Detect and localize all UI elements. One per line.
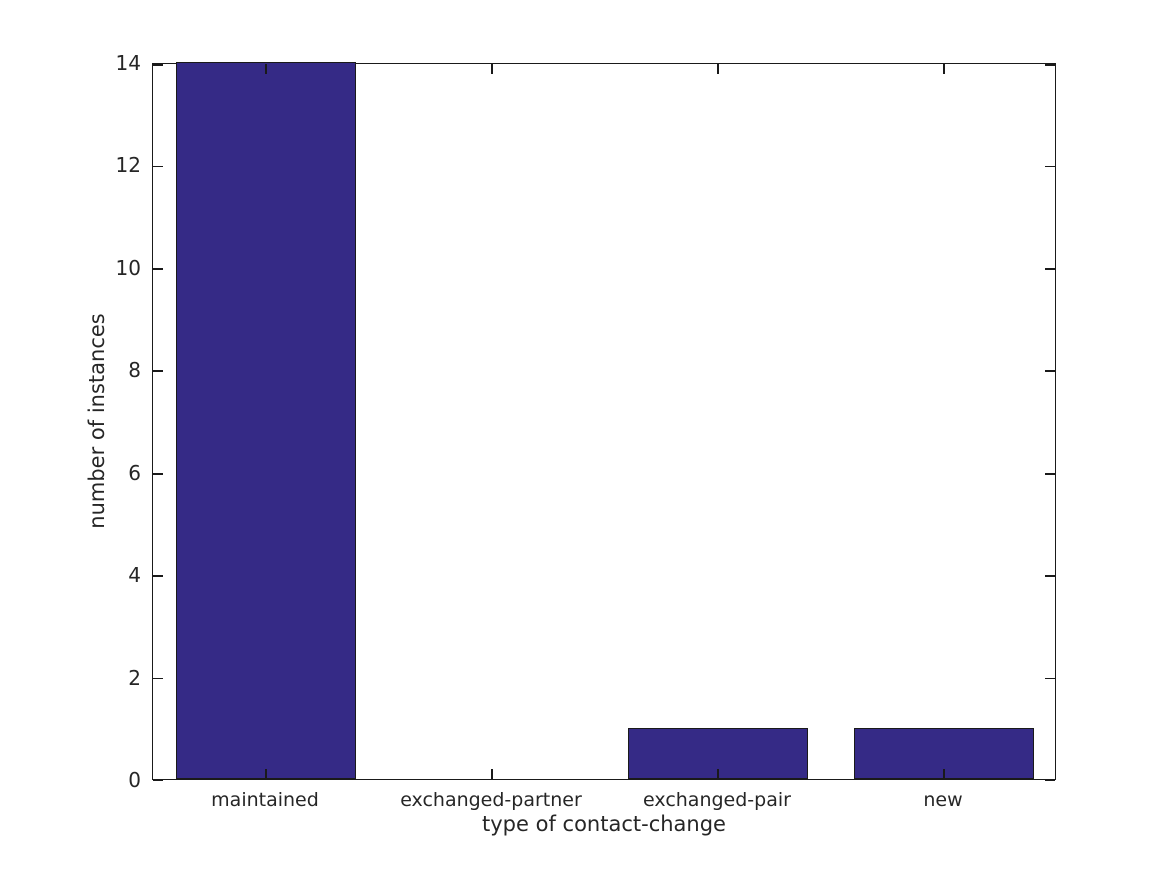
x-tick-mark [943, 769, 945, 779]
y-tick-mark [153, 267, 163, 270]
x-tick-mark [943, 64, 945, 74]
y-tick-mark [153, 472, 163, 475]
y-tick-label: 4 [128, 563, 141, 588]
y-tick-label: 14 [115, 51, 141, 75]
x-tick-mark [717, 64, 719, 74]
x-tick-mark [265, 769, 267, 779]
y-tick-mark [1045, 677, 1055, 680]
y-tick-mark [153, 677, 163, 680]
x-tick-label-maintained: maintained [211, 789, 319, 811]
x-tick-mark [491, 769, 493, 779]
y-tick-mark [1045, 267, 1055, 270]
y-tick-label: 0 [128, 768, 141, 792]
y-tick-mark [1045, 370, 1055, 373]
y-tick-label: 2 [128, 665, 141, 690]
y-tick-mark [1045, 779, 1055, 781]
y-axis-label: number of instances [85, 313, 109, 529]
y-tick-mark [153, 575, 163, 578]
x-tick-label-exchanged-pair: exchanged-pair [643, 789, 791, 811]
y-tick-mark [1045, 472, 1055, 475]
y-tick-label: 6 [128, 460, 141, 485]
x-axis-label: type of contact-change [482, 812, 726, 836]
y-tick-mark [153, 165, 163, 168]
y-tick-mark [153, 370, 163, 373]
y-tick-mark [1045, 165, 1055, 168]
y-tick-mark [153, 779, 163, 781]
x-tick-label-exchanged-partner: exchanged-partner [400, 789, 582, 811]
plot-area [152, 62, 1056, 781]
x-tick-label-new: new [923, 789, 963, 811]
y-tick-label: 8 [128, 358, 141, 383]
y-tick-mark [1045, 64, 1055, 66]
y-tick-mark [153, 64, 163, 66]
x-tick-mark [717, 769, 719, 779]
y-tick-mark [1045, 575, 1055, 578]
x-tick-mark [491, 64, 493, 74]
y-tick-label: 12 [115, 153, 141, 178]
bar-maintained [175, 62, 357, 779]
x-tick-mark [265, 64, 267, 74]
y-tick-label: 10 [115, 255, 141, 280]
